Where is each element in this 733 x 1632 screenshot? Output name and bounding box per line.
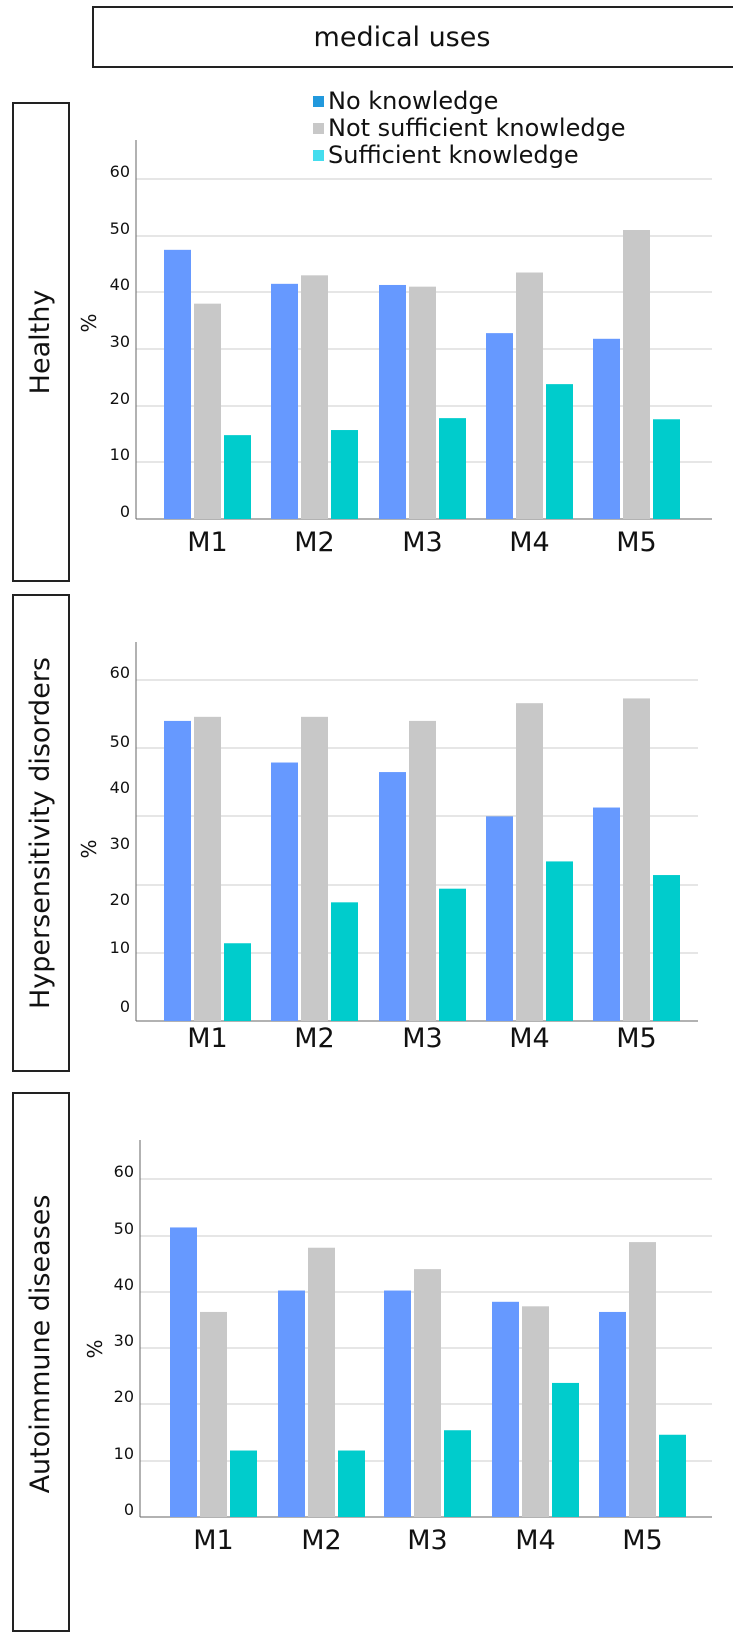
healthy-y-tick-label: 20 [110, 389, 130, 408]
hypersensitivity-bar-not-sufficient-m5 [623, 698, 650, 1021]
healthy-category-label-m5: M5 [616, 527, 656, 558]
autoimmune-y-tick-label: 40 [114, 1275, 134, 1294]
healthy-y-tick-label: 60 [110, 162, 130, 181]
healthy-bar-no-knowledge-m4 [486, 333, 513, 519]
legend-swatch-no-knowledge [313, 96, 324, 107]
legend: No knowledge Not sufficient knowledge Su… [313, 88, 626, 169]
legend-item-sufficient: Sufficient knowledge [313, 142, 626, 169]
healthy-y-tick-label: 10 [110, 445, 130, 464]
healthy-y-tick-label: 40 [110, 275, 130, 294]
autoimmune-y-tick-label: 50 [114, 1219, 134, 1238]
title-box [92, 6, 733, 68]
autoimmune-bar-sufficient-m1 [230, 1450, 257, 1517]
hypersensitivity-bar-no-knowledge-m2 [271, 762, 298, 1021]
healthy-bar-sufficient-m3 [439, 418, 466, 519]
hypersensitivity-bar-not-sufficient-m4 [516, 703, 543, 1021]
hypersensitivity-category-label-m2: M2 [294, 1023, 334, 1054]
hypersensitivity-y-tick-label: 40 [110, 778, 130, 797]
hypersensitivity-bar-no-knowledge-m3 [379, 772, 406, 1021]
autoimmune-bar-no-knowledge-m3 [384, 1290, 411, 1517]
healthy-y-tick-label: 0 [120, 502, 130, 521]
hypersensitivity-y-axis-label: % [77, 839, 101, 858]
healthy-bar-sufficient-m2 [331, 430, 358, 519]
autoimmune-bar-sufficient-m3 [444, 1430, 471, 1517]
hypersensitivity-y-tick-label: 30 [110, 834, 130, 853]
autoimmune-category-label-m1: M1 [193, 1525, 233, 1556]
healthy-y-tick-label: 50 [110, 219, 130, 238]
hypersensitivity-y-tick-label: 60 [110, 663, 130, 682]
legend-item-not-sufficient: Not sufficient knowledge [313, 115, 626, 142]
healthy-bar-no-knowledge-m2 [271, 283, 298, 519]
hypersensitivity-bar-no-knowledge-m5 [593, 807, 620, 1021]
row-label-box-healthy [12, 102, 70, 582]
autoimmune-y-tick-label: 30 [114, 1331, 134, 1350]
healthy-bar-not-sufficient-m4 [516, 272, 543, 519]
hypersensitivity-bar-sufficient-m1 [224, 943, 251, 1021]
autoimmune-bar-not-sufficient-m3 [414, 1269, 441, 1517]
autoimmune-bar-no-knowledge-m4 [492, 1301, 519, 1517]
autoimmune-category-label-m2: M2 [301, 1525, 341, 1556]
healthy-bar-sufficient-m5 [653, 419, 680, 519]
hypersensitivity-category-label-m4: M4 [509, 1023, 549, 1054]
hypersensitivity-category-label-m5: M5 [616, 1023, 656, 1054]
hypersensitivity-bar-sufficient-m4 [546, 861, 573, 1021]
autoimmune-y-axis-label: % [83, 1339, 107, 1358]
healthy-category-label-m2: M2 [294, 527, 334, 558]
healthy-bar-not-sufficient-m3 [409, 286, 436, 519]
hypersensitivity-y-tick-label: 50 [110, 732, 130, 751]
healthy-y-axis-label: % [77, 313, 101, 332]
hypersensitivity-bar-not-sufficient-m2 [301, 716, 328, 1021]
legend-swatch-sufficient [313, 150, 324, 161]
hypersensitivity-bar-not-sufficient-m3 [409, 720, 436, 1021]
healthy-bar-no-knowledge-m1 [164, 249, 191, 520]
autoimmune-category-label-m5: M5 [622, 1525, 662, 1556]
hypersensitivity-y-tick-label: 0 [120, 997, 130, 1016]
healthy-bar-no-knowledge-m5 [593, 338, 620, 519]
hypersensitivity-bar-no-knowledge-m1 [164, 720, 191, 1021]
healthy-bar-no-knowledge-m3 [379, 284, 406, 519]
legend-swatch-not-sufficient [313, 123, 324, 134]
healthy-category-label-m1: M1 [187, 527, 227, 558]
hypersensitivity-y-tick-label: 20 [110, 890, 130, 909]
hypersensitivity-bar-sufficient-m5 [653, 875, 680, 1021]
autoimmune-y-tick-label: 0 [124, 1500, 134, 1519]
autoimmune-bar-no-knowledge-m2 [278, 1290, 305, 1517]
chart-title: medical uses [313, 22, 491, 53]
autoimmune-y-tick-label: 60 [114, 1162, 134, 1181]
healthy-bar-not-sufficient-m1 [194, 303, 221, 519]
healthy-bar-not-sufficient-m5 [623, 230, 650, 519]
autoimmune-bar-no-knowledge-m1 [170, 1227, 197, 1517]
healthy-category-label-m3: M3 [402, 527, 442, 558]
autoimmune-bar-no-knowledge-m5 [599, 1311, 626, 1517]
hypersensitivity-category-label-m3: M3 [402, 1023, 442, 1054]
legend-label-no-knowledge: No knowledge [328, 87, 499, 115]
healthy-category-label-m4: M4 [509, 527, 549, 558]
autoimmune-bar-not-sufficient-m5 [629, 1242, 656, 1517]
autoimmune-bar-not-sufficient-m2 [308, 1247, 335, 1517]
legend-label-not-sufficient: Not sufficient knowledge [328, 114, 626, 142]
autoimmune-bar-not-sufficient-m4 [522, 1306, 549, 1517]
hypersensitivity-bar-not-sufficient-m1 [194, 716, 221, 1021]
autoimmune-category-label-m4: M4 [515, 1525, 555, 1556]
hypersensitivity-y-tick-label: 10 [110, 938, 130, 957]
healthy-bar-not-sufficient-m2 [301, 275, 328, 519]
healthy-bar-sufficient-m1 [224, 435, 251, 519]
hypersensitivity-bar-no-knowledge-m4 [486, 816, 513, 1021]
hypersensitivity-bar-sufficient-m3 [439, 888, 466, 1021]
autoimmune-category-label-m3: M3 [407, 1525, 447, 1556]
autoimmune-bar-sufficient-m4 [552, 1382, 579, 1517]
hypersensitivity-bar-sufficient-m2 [331, 902, 358, 1021]
legend-label-sufficient: Sufficient knowledge [328, 141, 579, 169]
healthy-bar-sufficient-m4 [546, 384, 573, 519]
autoimmune-bar-sufficient-m5 [659, 1434, 686, 1517]
autoimmune-bar-not-sufficient-m1 [200, 1311, 227, 1517]
autoimmune-y-tick-label: 10 [114, 1444, 134, 1463]
healthy-y-tick-label: 30 [110, 332, 130, 351]
autoimmune-y-tick-label: 20 [114, 1387, 134, 1406]
autoimmune-bar-sufficient-m2 [338, 1450, 365, 1517]
row-label-box-hypersensitivity [12, 594, 70, 1072]
hypersensitivity-category-label-m1: M1 [187, 1023, 227, 1054]
legend-item-no-knowledge: No knowledge [313, 88, 626, 115]
